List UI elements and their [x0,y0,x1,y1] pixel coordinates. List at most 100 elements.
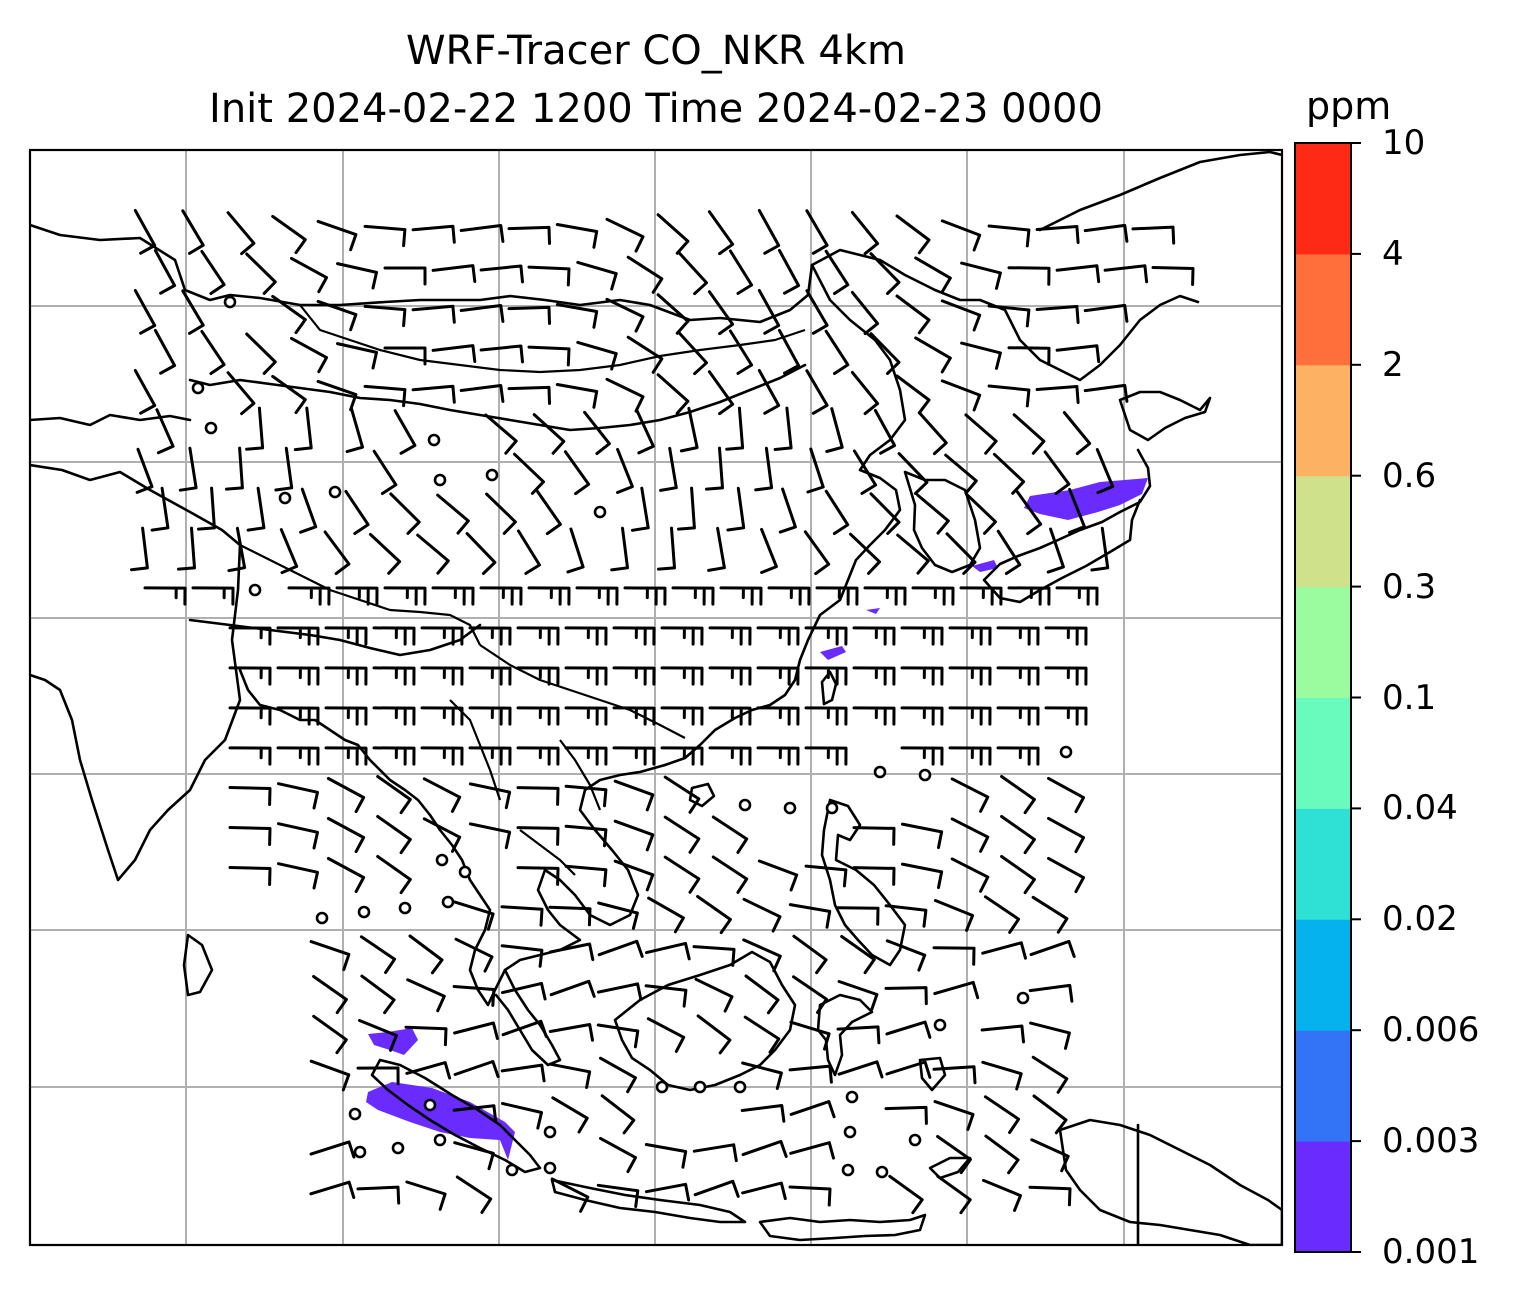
colorbar-unit-label: ppm [1306,84,1392,128]
wind-barb [564,746,608,766]
calm-wind-marker [655,1080,669,1094]
wind-barb [707,370,735,416]
wind-barb [852,626,896,646]
wind-barb [1015,490,1043,536]
wind-barb [900,706,944,726]
wind-barb [431,344,477,363]
wind-barb [757,859,799,892]
wind-barb [576,340,618,371]
wind-barb [372,626,416,646]
wind-barb [372,746,416,766]
wind-barb [612,666,656,686]
colorbar-tick-label: 10 [1382,123,1426,163]
wind-barb [155,408,175,455]
wind-barb [1131,225,1176,245]
wind-barb [996,626,1040,646]
wind-barb [1035,305,1080,324]
wind-barb [596,982,643,1002]
wind-barb [708,626,752,646]
wind-barb [548,1062,592,1089]
wind-barb [981,941,1027,960]
wind-barb [344,489,370,535]
wind-barb [468,822,512,850]
wind-barb [932,1065,977,1085]
wind-barb [757,289,781,335]
calm-wind-marker [433,473,447,487]
wind-barb [884,986,928,1006]
wind-barbs [130,209,1195,1215]
wind-barb [777,328,801,375]
wind-barb [453,1141,495,1171]
wind-barb [576,260,618,291]
wind-barb [613,859,655,892]
wind-barb [707,210,735,256]
wind-barb [933,1100,975,1131]
wind-barb [944,453,978,495]
tracer-patch-taiwan-strait [866,608,880,614]
wind-barb [358,1019,398,1052]
wind-barb [885,1020,932,1039]
wind-barb [597,939,644,958]
wind-barb [550,1177,590,1213]
calm-wind-marker [423,1098,437,1112]
coastline-central-asia [30,413,192,427]
wind-barb [507,225,551,245]
calm-wind-marker [873,765,887,779]
wind-barb [389,492,421,535]
wind-barb [728,329,754,375]
wind-barb [309,1180,356,1199]
wind-barb [359,935,397,974]
wind-barb [743,1015,781,1054]
wind-barb [936,1135,972,1175]
wind-barb [678,251,708,296]
calm-wind-marker [278,491,292,505]
wind-barb [363,224,407,248]
wind-barb [895,294,931,335]
wind-barb [516,746,560,766]
coastline-sakhalin-kamchatka [1038,150,1282,232]
coastline-philippines [820,798,907,967]
wind-barb [897,452,929,495]
wind-barb [741,1139,788,1158]
wind-barb [630,486,650,532]
calm-wind-marker [1059,745,1073,759]
colorbar-tick-label: 0.3 [1382,566,1437,607]
wind-barb [360,974,396,1015]
wind-barb [324,666,368,686]
wind-barb [527,586,571,606]
wind-barb [290,256,328,294]
wind-barb [850,210,880,256]
wind-barb [914,336,952,374]
wind-barb [788,1064,833,1084]
wind-barb [228,746,272,766]
tracer-patch-east-china [820,646,846,660]
wind-barb [707,290,735,336]
wind-barb [626,335,664,374]
wind-barb [277,822,319,850]
wind-barb [276,626,320,646]
wind-barb [803,530,831,576]
wind-barb [356,1185,401,1205]
wind-barb [479,264,524,284]
wind-barb [711,815,749,854]
wind-barb [596,1023,640,1049]
wind-barb [1095,448,1115,495]
wind-barb [356,1066,400,1086]
wind-barb [613,819,655,852]
wind-barb [312,975,348,1015]
colorbar-segment [1295,364,1351,477]
wind-barb [869,332,901,375]
wind-barb [789,1100,836,1119]
wind-barb [326,857,366,894]
coastline-lesser-sunda [758,1213,927,1242]
coastline-india-north-border [30,223,1200,382]
wind-barb [245,332,277,375]
wind-barb [316,219,358,252]
wind-barb [984,1134,1020,1175]
calm-wind-marker [693,1080,707,1094]
wind-barb [309,940,351,972]
wind-barb [660,746,704,766]
wind-barb [696,895,732,935]
wind-barb [563,450,591,496]
